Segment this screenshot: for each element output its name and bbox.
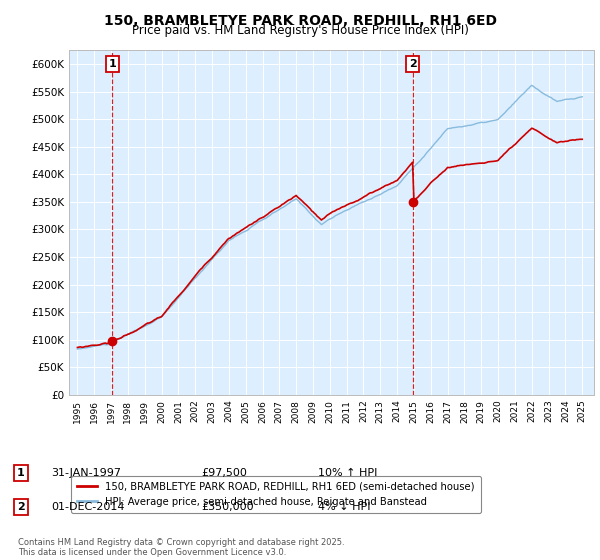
Text: 4% ↓ HPI: 4% ↓ HPI — [318, 502, 371, 512]
Legend: 150, BRAMBLETYE PARK ROAD, REDHILL, RH1 6ED (semi-detached house), HPI: Average : 150, BRAMBLETYE PARK ROAD, REDHILL, RH1 … — [71, 475, 481, 512]
Text: Price paid vs. HM Land Registry's House Price Index (HPI): Price paid vs. HM Land Registry's House … — [131, 24, 469, 36]
Text: £97,500: £97,500 — [201, 468, 247, 478]
Text: 2: 2 — [17, 502, 25, 512]
Text: 2: 2 — [409, 59, 416, 69]
Text: £350,000: £350,000 — [201, 502, 254, 512]
Text: Contains HM Land Registry data © Crown copyright and database right 2025.
This d: Contains HM Land Registry data © Crown c… — [18, 538, 344, 557]
Text: 01-DEC-2014: 01-DEC-2014 — [51, 502, 125, 512]
Text: 150, BRAMBLETYE PARK ROAD, REDHILL, RH1 6ED: 150, BRAMBLETYE PARK ROAD, REDHILL, RH1 … — [104, 14, 497, 28]
Text: 1: 1 — [109, 59, 116, 69]
Text: 10% ↑ HPI: 10% ↑ HPI — [318, 468, 377, 478]
Text: 1: 1 — [17, 468, 25, 478]
Text: 31-JAN-1997: 31-JAN-1997 — [51, 468, 121, 478]
